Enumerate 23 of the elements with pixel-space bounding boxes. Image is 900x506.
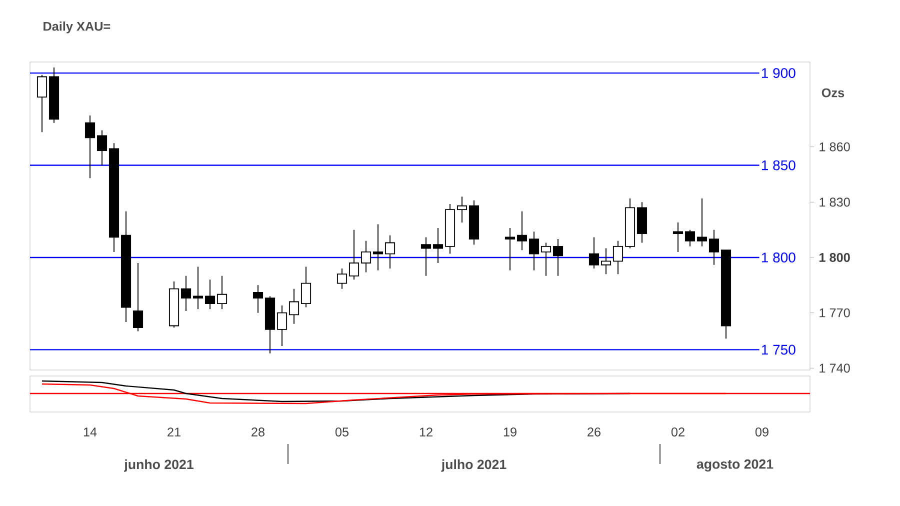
x-tick-label: 28	[252, 428, 265, 436]
y-tick-label: 1 830	[820, 198, 850, 207]
ref-line-label: 1 900	[762, 68, 796, 78]
y-axis-title: Ozs	[822, 88, 844, 98]
chart-title: Daily XAU=	[44, 21, 110, 34]
x-tick-label: 14	[84, 428, 97, 436]
x-tick-label: 09	[755, 428, 768, 436]
ref-line-label: 1 750	[762, 344, 796, 355]
y-tick-label: 1 800	[820, 253, 850, 262]
x-tick-label: 26	[588, 428, 600, 436]
ref-line-label: 1 800	[762, 252, 796, 262]
x-tick-label: 05	[335, 428, 349, 436]
x-tick-label: 21	[168, 428, 180, 436]
x-tick-label: 12	[420, 428, 432, 436]
ref-line-label: 1 850	[762, 160, 796, 170]
y-tick-label: 1 740	[820, 364, 850, 373]
text: julho 2021	[441, 459, 506, 472]
y-tick-label: 1 770	[820, 308, 850, 318]
y-tick-label: 1 860	[820, 142, 850, 152]
x-tick-label: 19	[504, 428, 516, 436]
text: junho 2021	[124, 459, 194, 472]
text: agosto 2021	[696, 459, 774, 472]
x-tick-label: 02	[671, 428, 684, 436]
